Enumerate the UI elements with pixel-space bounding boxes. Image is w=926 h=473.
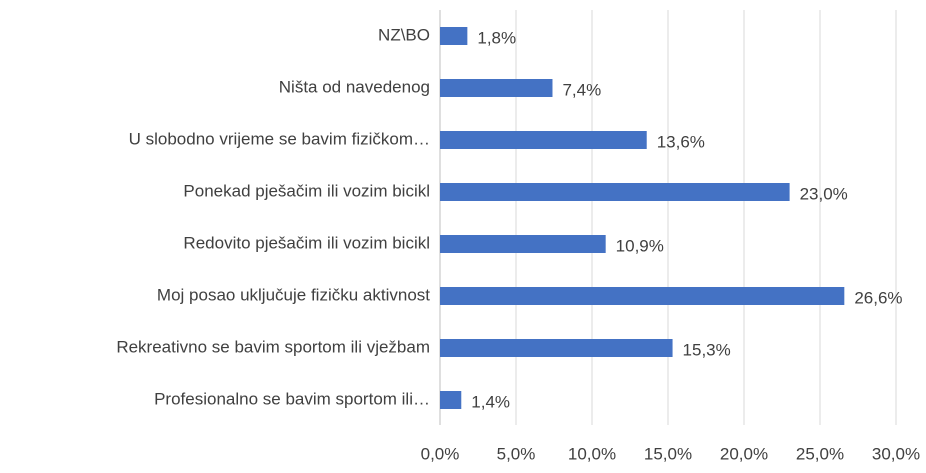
value-label: 15,3% bbox=[683, 340, 731, 359]
y-tick-label: Profesionalno se bavim sportom ili… bbox=[154, 389, 430, 408]
bar bbox=[440, 183, 790, 201]
x-tick-label: 30,0% bbox=[872, 444, 920, 463]
value-label: 7,4% bbox=[562, 80, 601, 99]
x-tick-label: 5,0% bbox=[497, 444, 536, 463]
x-tick-label: 20,0% bbox=[720, 444, 768, 463]
value-label: 10,9% bbox=[616, 236, 664, 255]
x-tick-label: 0,0% bbox=[421, 444, 460, 463]
bar bbox=[440, 131, 647, 149]
value-label: 23,0% bbox=[800, 184, 848, 203]
y-tick-label: Ponekad pješačim ili vozim bicikl bbox=[183, 181, 430, 200]
bar bbox=[440, 287, 845, 305]
y-tick-label: Redovito pješačim ili vozim bicikl bbox=[183, 233, 430, 252]
x-tick-label: 10,0% bbox=[568, 444, 616, 463]
y-tick-label: NZ\BO bbox=[378, 25, 430, 44]
y-tick-label: Ništa od navedenog bbox=[279, 77, 430, 96]
value-label: 1,8% bbox=[477, 28, 516, 47]
x-tick-label: 25,0% bbox=[796, 444, 844, 463]
bar bbox=[440, 79, 553, 97]
x-tick-label: 15,0% bbox=[644, 444, 692, 463]
bar bbox=[440, 339, 673, 357]
value-label: 1,4% bbox=[471, 392, 510, 411]
y-tick-label: Rekreativno se bavim sportom ili vježbam bbox=[116, 337, 430, 356]
y-tick-label: Moj posao uključuje fizičku aktivnost bbox=[157, 285, 430, 304]
bar bbox=[440, 235, 606, 253]
bar bbox=[440, 27, 468, 45]
bar bbox=[440, 391, 462, 409]
value-label: 26,6% bbox=[854, 288, 902, 307]
value-label: 13,6% bbox=[657, 132, 705, 151]
y-tick-label: U slobodno vrijeme se bavim fizičkom… bbox=[129, 129, 430, 148]
